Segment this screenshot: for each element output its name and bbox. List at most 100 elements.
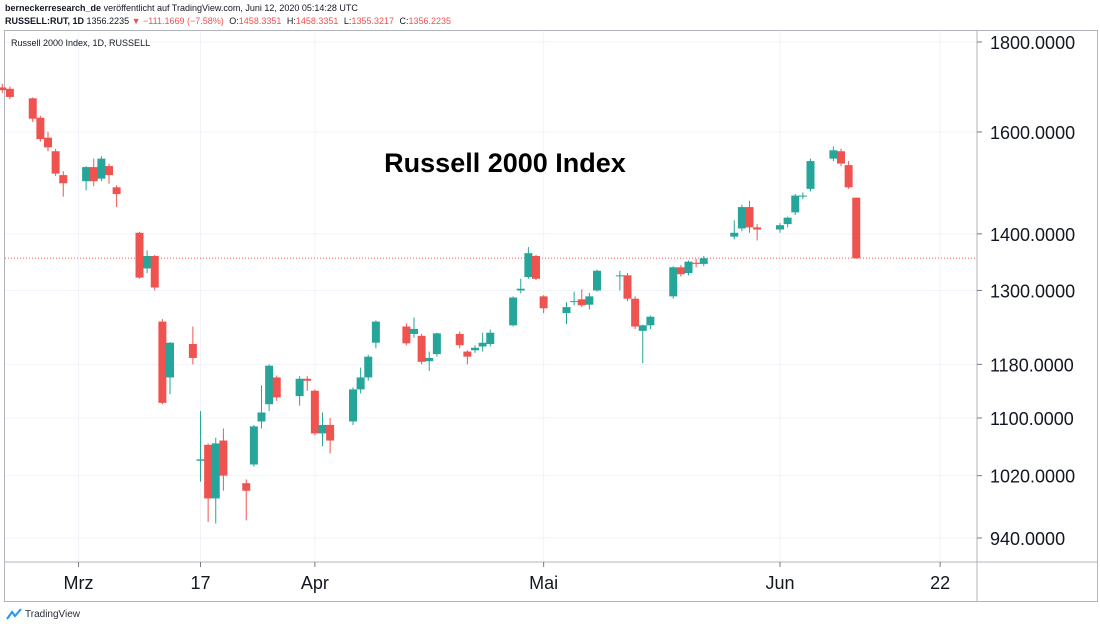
candle [150, 254, 159, 291]
candle [219, 428, 228, 491]
candle-body [36, 117, 45, 140]
time-tick-label: 22 [930, 573, 950, 593]
time-axis[interactable]: Mrz 17 Apr Mai Jun 22 [64, 562, 951, 593]
candle [59, 171, 68, 197]
candle [676, 265, 685, 277]
candle [486, 329, 495, 347]
candle-body [432, 333, 441, 355]
candle-body [150, 256, 159, 288]
candle-body [837, 151, 845, 164]
candle-body [806, 161, 815, 189]
candle [318, 412, 327, 447]
tradingview-logo-icon [6, 608, 22, 620]
candle [516, 278, 525, 294]
candle [417, 333, 426, 365]
candle [257, 385, 266, 429]
candle-body [59, 175, 68, 184]
candle [112, 185, 121, 208]
candle-body [737, 207, 746, 229]
candle-body [135, 232, 144, 278]
footer-brand-label: TradingView [25, 608, 81, 620]
candle-body [486, 332, 495, 344]
candle-body [356, 377, 365, 390]
candle-body [89, 167, 98, 182]
price-tick-label: 1400.0000 [990, 225, 1075, 245]
candle-body [638, 325, 647, 331]
candle [143, 250, 152, 274]
candle-body [593, 270, 601, 291]
candle [0, 83, 7, 93]
candle [699, 256, 708, 267]
candle-body [425, 357, 434, 362]
candle [249, 424, 258, 467]
candle [188, 326, 197, 365]
candle-body [676, 267, 685, 275]
candle-body [463, 351, 472, 357]
candle-body [371, 321, 380, 343]
candle [638, 324, 647, 364]
candle [5, 86, 14, 100]
low-value: 1355.3217 [351, 16, 394, 26]
candle-body [585, 296, 594, 305]
candle [326, 417, 335, 454]
candle [295, 376, 304, 406]
footer-brand[interactable]: TradingView [6, 608, 80, 620]
candle-body [257, 412, 266, 422]
candle-body [844, 165, 853, 188]
candle-body [326, 424, 335, 441]
symbol-label: RUSSELL:RUT, 1D [5, 16, 85, 26]
candle-body [219, 440, 228, 476]
candle-body [143, 256, 152, 269]
candle [837, 148, 845, 167]
candle [89, 158, 98, 187]
candle-body [532, 256, 540, 279]
candle [570, 291, 579, 306]
candle [852, 197, 861, 259]
candle-body [410, 328, 418, 334]
candle [265, 364, 274, 412]
candle-body [615, 275, 624, 277]
candle [204, 443, 213, 522]
candle-body [684, 261, 693, 274]
candle-body [539, 296, 548, 309]
candle-body [97, 158, 106, 179]
candle-body [112, 187, 121, 195]
candle [791, 194, 800, 216]
candle [562, 302, 571, 325]
candle-body [402, 326, 411, 344]
candle-body [44, 137, 52, 148]
price-tick-label: 940.0000 [990, 529, 1065, 549]
candle [776, 223, 784, 233]
open-value: 1458.3351 [238, 16, 282, 26]
close-label: C: [399, 16, 409, 26]
candle-body [204, 444, 213, 499]
change-value: −111.1669 (−7.58%) [143, 16, 224, 26]
candle [432, 332, 441, 357]
published-text: veröffentlicht auf TradingView.com, Juni… [103, 3, 358, 13]
chart-legend-title: Russell 2000 Index, 1D, RUSSELL [11, 38, 150, 48]
publisher-name[interactable]: berneckerresearch_de [5, 3, 102, 13]
close-value: 1356.2235 [408, 16, 452, 26]
candle-body [303, 378, 312, 381]
candle-body [188, 343, 197, 358]
candle [798, 192, 807, 200]
candle-body [730, 232, 739, 237]
candle-body [783, 217, 792, 225]
high-value: 1458.3351 [295, 16, 339, 26]
candle-body [562, 307, 571, 314]
price-tick-label: 1800.0000 [990, 33, 1075, 53]
candle [669, 266, 678, 299]
candle-body [211, 443, 220, 499]
candle [158, 319, 167, 405]
candle-body [509, 297, 518, 326]
candle-body [516, 288, 525, 291]
candle [272, 375, 281, 401]
candle [631, 296, 640, 329]
candle [577, 289, 586, 308]
price-axis[interactable]: 1800.0000 1600.0000 1400.0000 1300.0000 1180… [977, 33, 1075, 549]
candle [455, 331, 464, 349]
open-label: O: [229, 16, 239, 26]
candle [166, 342, 174, 395]
candle [402, 323, 411, 346]
